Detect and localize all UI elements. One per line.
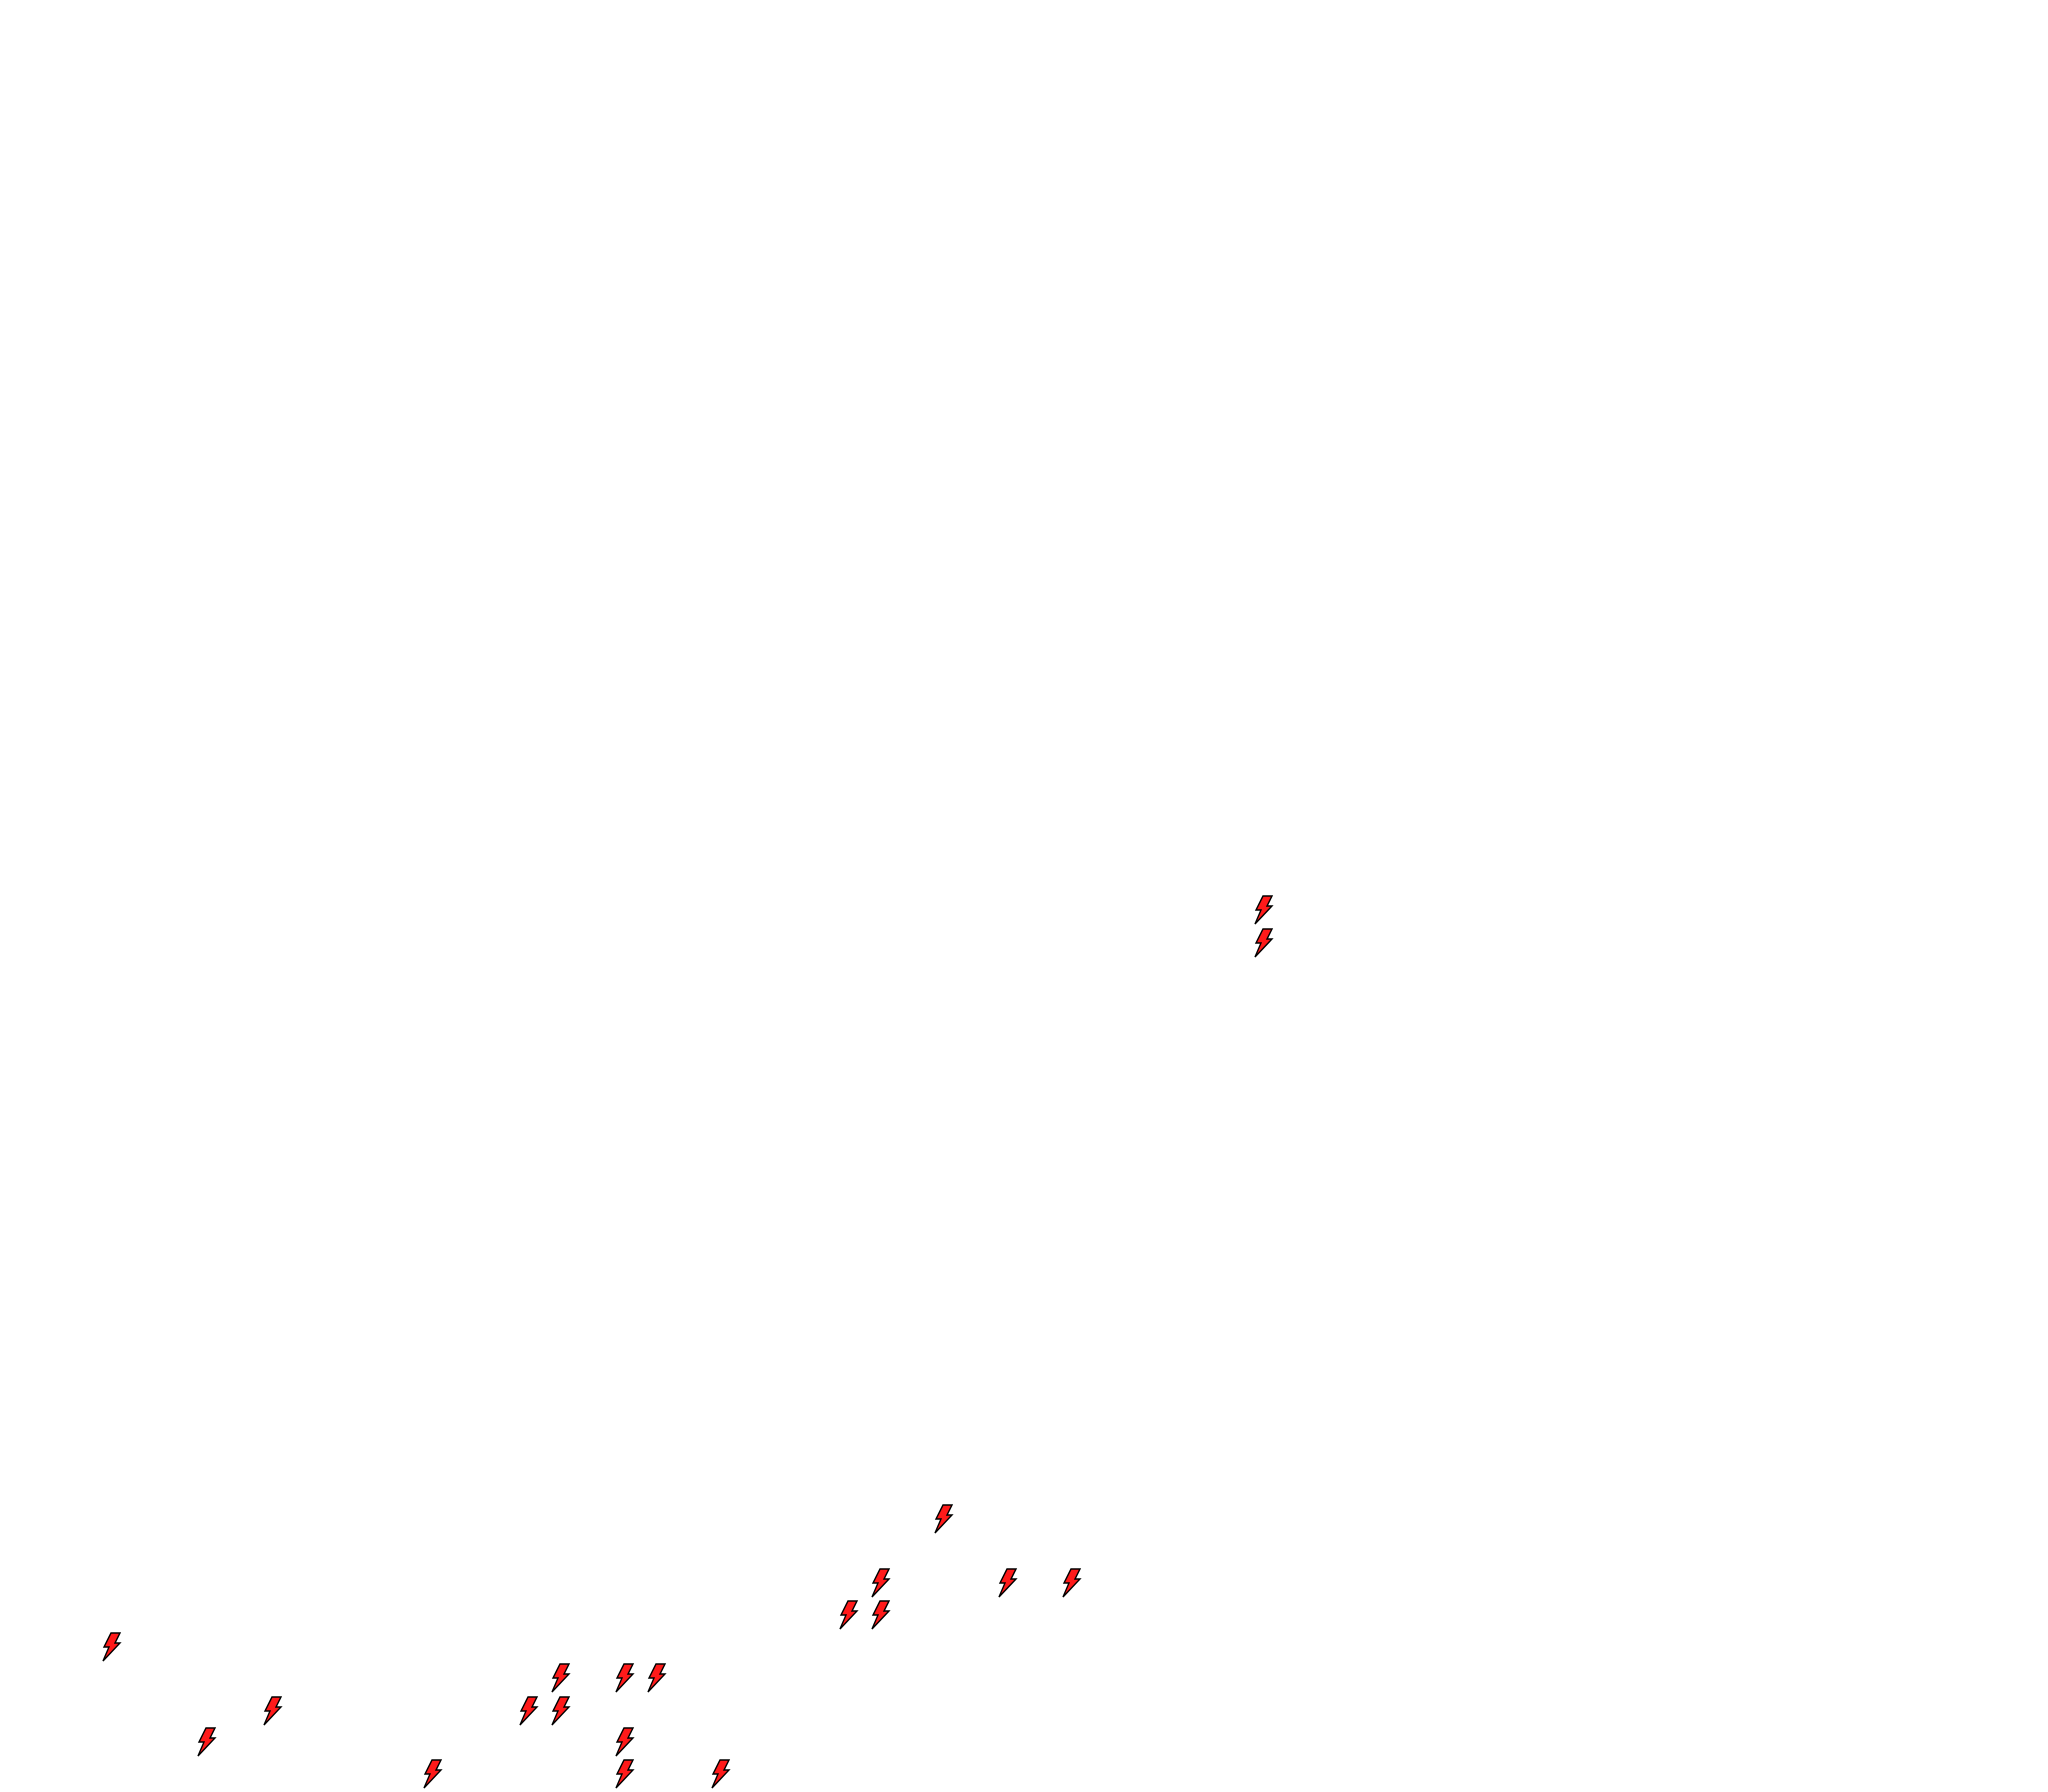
lightning-bolt-icon — [871, 1568, 891, 1598]
lightning-bolt-icon — [615, 1727, 635, 1757]
lightning-marker[interactable] — [613, 1727, 635, 1757]
lightning-marker[interactable] — [613, 1663, 635, 1693]
lightning-bolt-icon — [1254, 928, 1274, 958]
lightning-marker[interactable] — [1252, 928, 1274, 958]
lightning-bolt-icon — [934, 1504, 954, 1534]
lightning-marker[interactable] — [613, 1759, 635, 1789]
lightning-bolt-icon — [197, 1727, 217, 1757]
lightning-bolt-icon — [711, 1759, 731, 1789]
lightning-bolt-icon — [423, 1759, 443, 1789]
lightning-marker[interactable] — [517, 1696, 539, 1726]
lightning-marker[interactable] — [837, 1600, 859, 1630]
lightning-bolt-icon — [263, 1696, 283, 1726]
lightning-bolt-icon — [551, 1696, 571, 1726]
lightning-bolt-icon — [615, 1663, 635, 1693]
lightning-marker[interactable] — [869, 1600, 891, 1630]
lightning-bolt-icon — [615, 1759, 635, 1789]
lightning-marker[interactable] — [1252, 895, 1274, 925]
lightning-marker[interactable] — [996, 1568, 1018, 1598]
lightning-marker[interactable] — [932, 1504, 954, 1534]
lightning-bolt-icon — [1254, 895, 1274, 925]
lightning-marker[interactable] — [549, 1663, 571, 1693]
lightning-marker[interactable] — [709, 1759, 731, 1789]
lightning-bolt-icon — [647, 1663, 667, 1693]
lightning-marker[interactable] — [195, 1727, 217, 1757]
lightning-marker[interactable] — [645, 1663, 667, 1693]
lightning-marker[interactable] — [421, 1759, 443, 1789]
lightning-marker[interactable] — [869, 1568, 891, 1598]
lightning-marker[interactable] — [261, 1696, 283, 1726]
lightning-marker[interactable] — [100, 1632, 122, 1662]
lightning-marker[interactable] — [1060, 1568, 1082, 1598]
lightning-bolt-icon — [1062, 1568, 1082, 1598]
lightning-bolt-icon — [551, 1663, 571, 1693]
lightning-bolt-icon — [871, 1600, 891, 1630]
lightning-bolt-icon — [519, 1696, 539, 1726]
lightning-bolt-icon — [839, 1600, 859, 1630]
lightning-bolt-icon — [998, 1568, 1018, 1598]
lightning-marker[interactable] — [549, 1696, 571, 1726]
lightning-bolt-icon — [102, 1632, 122, 1662]
